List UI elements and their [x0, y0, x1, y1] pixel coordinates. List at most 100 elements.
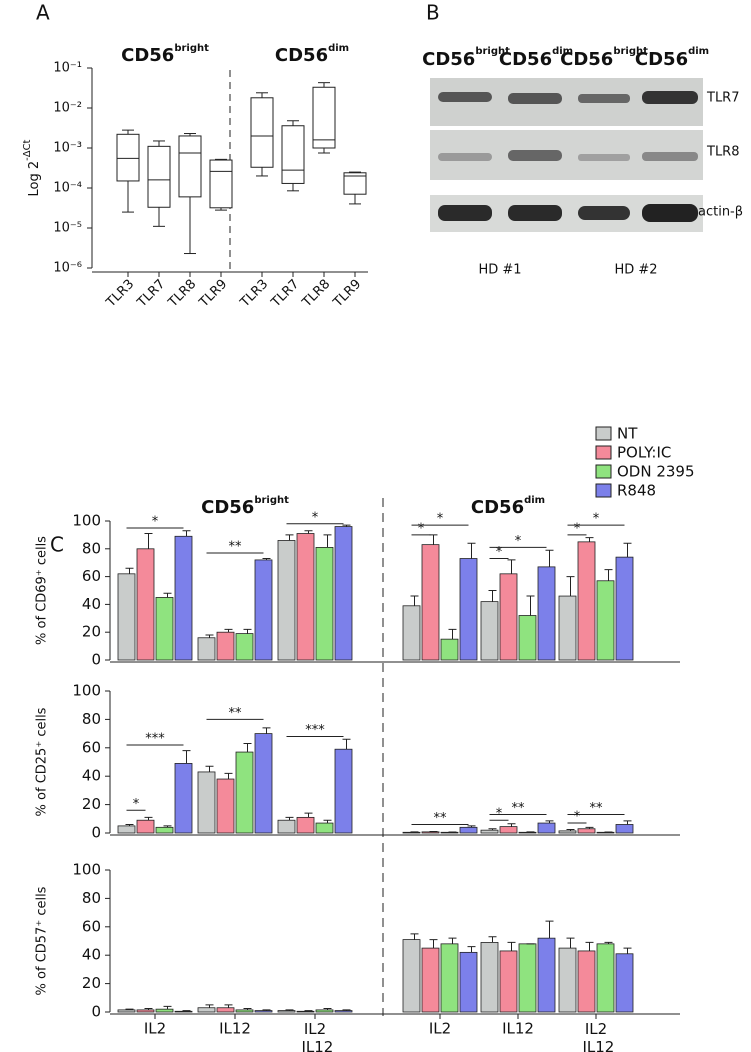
bar	[174, 535, 193, 661]
significance-label: *	[515, 534, 522, 549]
error-bar	[410, 933, 419, 940]
name: CD56	[422, 49, 475, 70]
error-bar	[429, 939, 438, 949]
sup: -ΔCt	[22, 139, 33, 160]
y-tick-label: 100	[72, 861, 101, 879]
x-tick-label: TLR9	[330, 277, 364, 311]
significance-label: **	[512, 801, 526, 816]
header: CD56bright	[201, 495, 289, 518]
bar	[254, 559, 273, 661]
blot-column: CD56dim	[499, 46, 573, 70]
legend-swatch	[595, 464, 612, 479]
band	[438, 205, 492, 221]
error-bar	[467, 825, 476, 828]
bar	[596, 943, 615, 1013]
band	[438, 153, 492, 161]
x-tick-label: TLR9	[196, 277, 230, 311]
bar	[136, 819, 155, 834]
bar	[155, 597, 174, 661]
error-bar	[243, 628, 252, 634]
bar	[402, 605, 421, 661]
name: CD56	[275, 45, 328, 66]
panel-label: B	[426, 1, 440, 25]
bar	[197, 637, 216, 661]
bar	[235, 751, 254, 834]
significance-label: *	[152, 514, 159, 529]
bar	[459, 951, 478, 1013]
y-tick-label: 10⁻¹	[53, 61, 82, 76]
x-tick-label: TLR7	[268, 277, 302, 311]
error-bar	[566, 576, 575, 597]
y-tick-label: 0	[91, 1003, 101, 1021]
x-tick-label: IL2 IL12	[578, 1020, 615, 1052]
bar	[459, 558, 478, 661]
error-bar	[125, 567, 134, 574]
bar	[197, 1007, 216, 1013]
y-tick-label: 60	[82, 738, 101, 756]
significance-label: ***	[145, 731, 165, 746]
error-bar	[144, 1007, 153, 1010]
header: CD56dim	[275, 43, 349, 66]
error-bar	[285, 1009, 294, 1011]
error-bar	[585, 537, 594, 542]
y-axis-label: % of CD25⁺ cells	[35, 707, 50, 816]
bar	[197, 771, 216, 834]
error-bar	[182, 750, 191, 764]
error-bar	[205, 1004, 214, 1008]
panel-label: A	[36, 1, 50, 25]
bar	[558, 947, 577, 1013]
bar	[155, 826, 174, 834]
blot-row: actin-β	[698, 205, 743, 220]
x-tick-label: IL12	[502, 1020, 534, 1038]
box	[209, 159, 233, 209]
blot-column: CD56dim	[635, 46, 709, 70]
error-bar	[262, 727, 271, 734]
bar	[480, 601, 499, 661]
error-bar	[205, 765, 214, 772]
band	[642, 91, 698, 104]
y-axis-label: Log 2-ΔCt	[22, 139, 42, 196]
y-tick-label: 20	[82, 795, 101, 813]
error-bar	[429, 534, 438, 545]
error-bar	[163, 825, 172, 828]
bar	[440, 638, 459, 661]
error-bar	[323, 819, 332, 824]
y-tick-label: 40	[82, 595, 101, 613]
bar	[216, 1007, 235, 1013]
box	[250, 97, 274, 168]
donor: HD #1	[478, 263, 521, 278]
blot-column: CD56bright	[422, 46, 510, 70]
name: CD56	[201, 497, 254, 518]
name: Log 2	[27, 161, 42, 197]
band	[508, 205, 562, 221]
bar	[136, 548, 155, 661]
error-bar	[507, 823, 516, 827]
legend-swatch	[595, 426, 612, 441]
band	[508, 93, 562, 104]
error-bar	[467, 946, 476, 953]
error-bar	[224, 772, 233, 780]
bar	[421, 544, 440, 661]
error-bar	[467, 542, 476, 559]
bar	[235, 633, 254, 661]
error-bar	[304, 1010, 313, 1012]
box	[312, 86, 336, 149]
name: CD56	[121, 45, 174, 66]
error-bar	[243, 1007, 252, 1010]
y-tick-label: 0	[91, 651, 101, 669]
significance-label: *	[574, 521, 581, 536]
bar	[615, 824, 634, 834]
bar	[558, 595, 577, 661]
error-bar	[507, 941, 516, 951]
bar	[216, 631, 235, 661]
bar	[277, 540, 296, 661]
bar	[518, 943, 537, 1013]
bar	[518, 831, 537, 834]
bar	[117, 825, 136, 834]
error-bar	[323, 534, 332, 548]
x-tick-label: IL12	[219, 1020, 251, 1038]
bar	[421, 831, 440, 834]
y-tick-label: 10⁻²	[53, 101, 82, 116]
bar	[577, 828, 596, 834]
y-tick-label: 40	[82, 767, 101, 785]
